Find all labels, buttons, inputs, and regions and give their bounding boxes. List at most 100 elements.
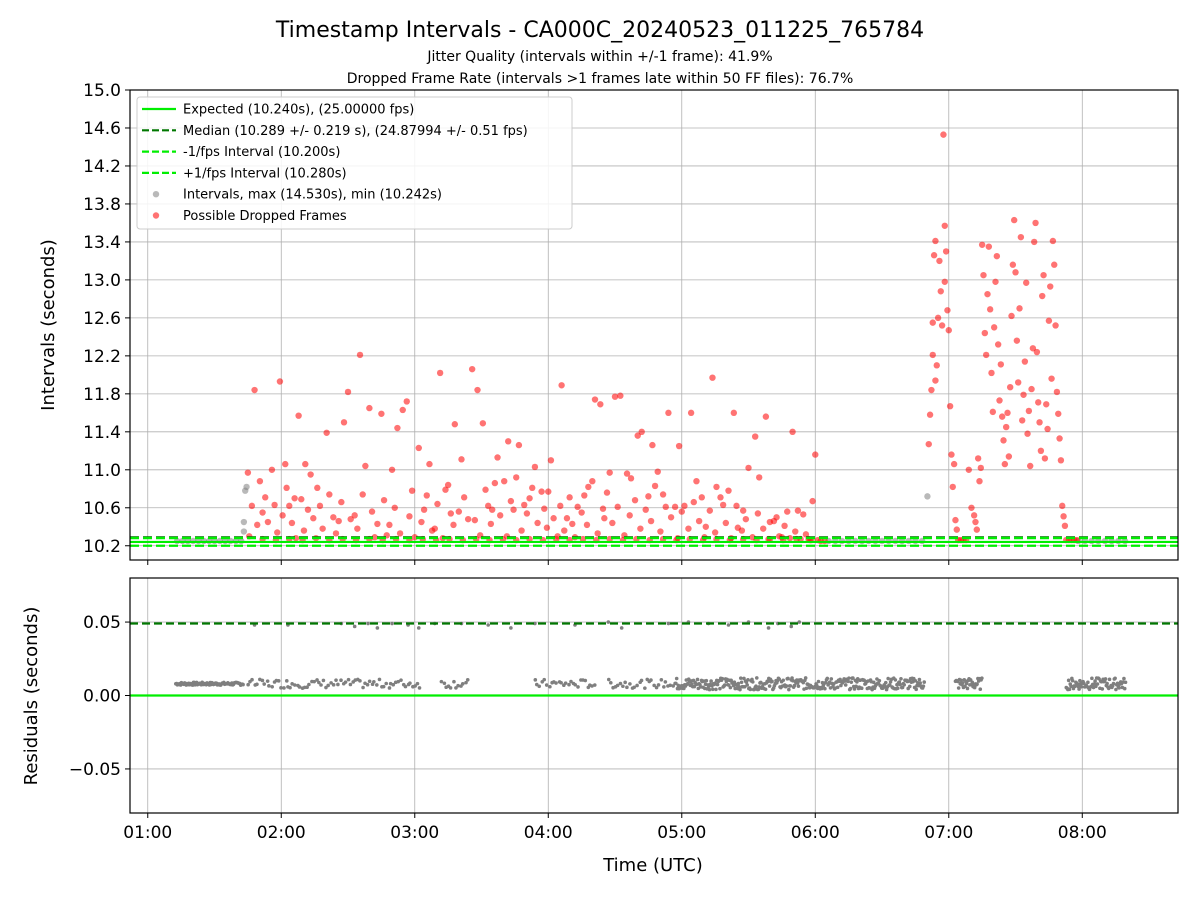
- dropped-frame-point: [952, 516, 959, 524]
- dropped-frame-point: [1002, 423, 1010, 431]
- residual-point: [365, 682, 370, 687]
- residual-point: [1123, 680, 1128, 685]
- dropped-frame-point: [968, 504, 975, 511]
- residual-point: [964, 681, 969, 686]
- residual-point: [737, 685, 741, 689]
- x-tick-label: 02:00: [257, 823, 306, 843]
- residual-point: [339, 678, 343, 683]
- residual-point: [454, 686, 458, 690]
- dropped-frame-point: [657, 528, 664, 535]
- dropped-frame-point: [965, 466, 973, 473]
- dropped-frame-point: [662, 503, 669, 511]
- dropped-frame-point: [566, 494, 573, 501]
- dropped-frame-point: [391, 504, 398, 511]
- dropped-frame-point: [356, 351, 364, 359]
- dropped-frame-point: [268, 466, 276, 473]
- dropped-frame-point: [982, 351, 990, 359]
- dropped-frame-point: [295, 412, 302, 419]
- dropped-frame-point: [428, 527, 436, 534]
- dropped-frame-point: [996, 397, 1003, 404]
- residual-point: [567, 682, 571, 687]
- dropped-frame-point: [1033, 348, 1041, 356]
- dropped-frame-point: [561, 527, 568, 534]
- dropped-frame-point: [949, 483, 956, 491]
- x-tick-label: 05:00: [657, 823, 706, 843]
- residual-point: [803, 676, 808, 680]
- residual-outlier-point: [416, 626, 421, 630]
- dropped-frame-point: [1020, 391, 1027, 398]
- residual-point: [895, 686, 900, 691]
- dropped-frame-point: [505, 438, 512, 445]
- residual-point: [241, 682, 245, 687]
- residual-point: [722, 683, 727, 687]
- dropped-frame-point: [362, 462, 369, 470]
- residual-point: [674, 681, 678, 686]
- residual-point: [795, 681, 800, 685]
- dropped-frame-point: [455, 508, 463, 515]
- dropped-frame-point: [583, 521, 591, 529]
- residual-point: [835, 685, 840, 690]
- dropped-frame-point: [667, 514, 675, 521]
- residual-point: [533, 678, 538, 682]
- residual-point: [893, 678, 898, 682]
- dropped-frame-point: [1008, 312, 1015, 320]
- dropped-frame-point: [981, 329, 989, 337]
- residual-point: [738, 687, 742, 692]
- dropped-frame-point: [647, 517, 655, 525]
- dropped-frame-point: [1005, 453, 1013, 460]
- residual-point: [1077, 687, 1081, 691]
- residual-point: [781, 678, 786, 683]
- residual-point: [358, 679, 362, 683]
- dropped-frame-point: [678, 508, 685, 515]
- residual-point: [1090, 676, 1094, 681]
- residual-point: [707, 687, 712, 692]
- dropped-frame-point: [513, 474, 520, 481]
- residual-point: [784, 684, 789, 688]
- dropped-frame-point: [770, 517, 778, 525]
- dropped-frame-point: [687, 409, 695, 417]
- dropped-frame-point: [259, 509, 266, 516]
- dropped-frame-point: [934, 314, 942, 322]
- residual-point: [334, 678, 338, 682]
- residual-point: [391, 682, 396, 687]
- dropped-frame-point: [534, 519, 541, 527]
- dropped-frame-point: [1012, 269, 1019, 276]
- dropped-frame-point: [928, 386, 935, 394]
- residual-point: [288, 685, 292, 690]
- residual-point: [270, 684, 274, 689]
- dropped-frame-point: [998, 413, 1006, 420]
- dropped-frame-point: [989, 408, 997, 416]
- residual-point: [816, 679, 821, 684]
- residual-point: [559, 680, 563, 685]
- top-y-tick-label: 12.6: [83, 309, 121, 329]
- residual-point: [408, 681, 412, 685]
- dropped-frame-point: [1000, 437, 1007, 444]
- residual-point: [415, 681, 420, 686]
- residual-outlier-point: [375, 626, 380, 630]
- dropped-frame-point: [698, 494, 705, 501]
- legend-box: [136, 96, 573, 230]
- residual-point: [563, 681, 568, 685]
- dropped-frame-point: [599, 505, 607, 512]
- dropped-frame-point: [802, 531, 810, 538]
- dropped-frame-point: [717, 494, 724, 501]
- dropped-frame-point: [510, 506, 517, 513]
- dropped-frame-point: [992, 278, 999, 285]
- residual-point: [846, 679, 850, 684]
- dropped-frame-point: [366, 404, 373, 412]
- residual-point: [544, 683, 549, 687]
- residual-outlier-point: [509, 626, 513, 630]
- dropped-frame-point: [1036, 419, 1043, 426]
- dropped-frame-point: [649, 441, 656, 449]
- dropped-frame-point: [614, 503, 621, 511]
- dropped-frame-point: [784, 508, 791, 515]
- residual-outlier-point: [619, 626, 624, 630]
- dropped-frame-point: [585, 483, 592, 491]
- dropped-frame-point: [594, 530, 601, 537]
- residual-point: [1076, 684, 1081, 689]
- dropped-frame-point: [547, 457, 555, 464]
- residual-point: [829, 677, 834, 681]
- residual-point: [1103, 677, 1108, 681]
- dropped-frame-point: [332, 530, 340, 537]
- residual-outlier-point: [797, 620, 802, 624]
